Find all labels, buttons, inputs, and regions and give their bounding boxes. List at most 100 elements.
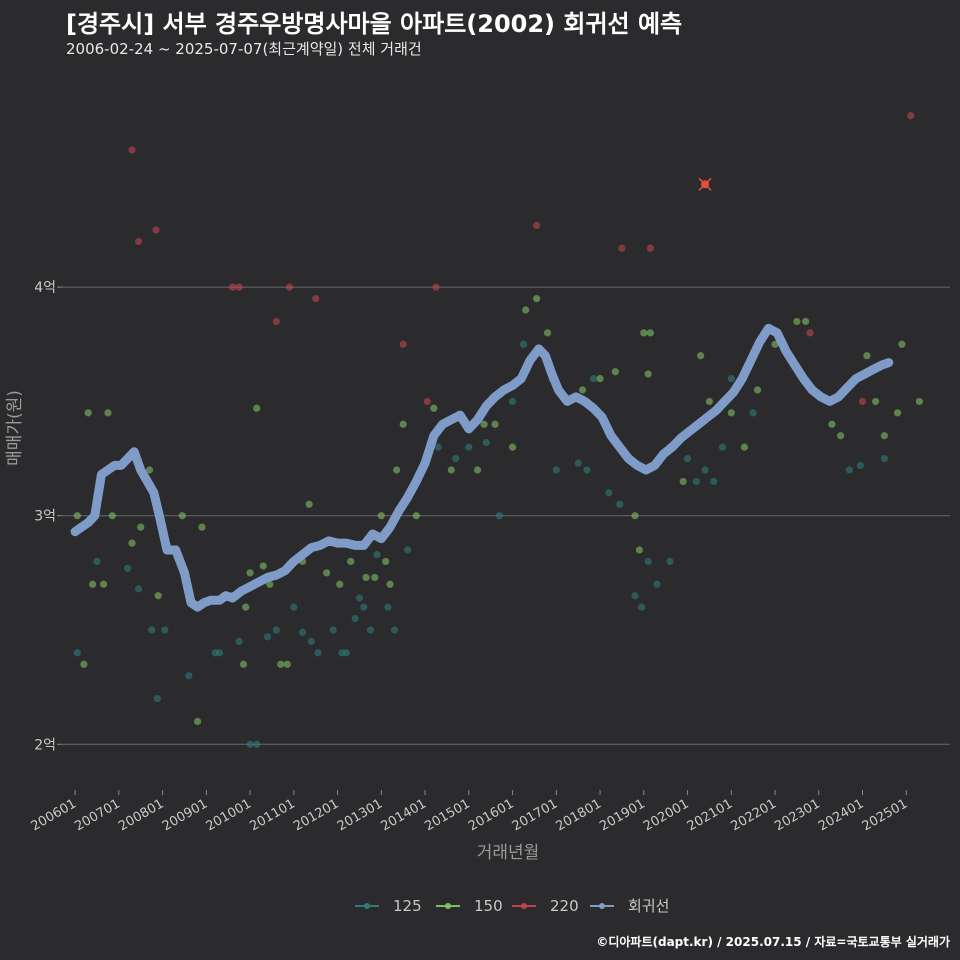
point-125 [465, 443, 473, 451]
point-125 [583, 466, 591, 474]
point-150 [644, 370, 652, 378]
point-220 [907, 112, 915, 120]
point-150 [73, 512, 81, 520]
point-150 [753, 386, 762, 394]
trend-line [70, 323, 894, 612]
point-125 [148, 626, 156, 634]
point-220 [858, 397, 867, 406]
point-150 [740, 443, 749, 451]
point-125 [153, 694, 161, 703]
point-125 [727, 374, 735, 383]
point-150 [382, 557, 390, 566]
point-150 [697, 352, 705, 360]
legend-dot-150 [445, 903, 451, 909]
point-125 [495, 512, 504, 520]
x-tick-label: 201901 [597, 796, 647, 834]
x-axis-ticks: 2006012007012008012009012010012011012012… [29, 790, 910, 834]
x-tick-label: 202401 [816, 796, 866, 834]
point-220 [646, 244, 654, 252]
y-tick-label: 3억 [34, 509, 56, 525]
y-tick-label: 4억 [34, 280, 56, 296]
y-axis-label: 매매가(원) [5, 390, 25, 466]
point-220 [229, 283, 237, 291]
x-tick-label: 201001 [204, 796, 254, 834]
point-125 [185, 672, 193, 680]
point-125 [360, 603, 368, 611]
point-150 [323, 569, 331, 577]
point-125 [718, 443, 727, 451]
x-tick-label: 200801 [116, 796, 166, 834]
point-150 [178, 512, 186, 520]
point-150 [880, 432, 888, 440]
point-150 [491, 420, 499, 428]
point-125 [701, 466, 709, 474]
point-150 [430, 404, 438, 412]
point-220 [618, 244, 626, 252]
point-220 [432, 283, 440, 291]
x-tick-label: 202201 [729, 796, 779, 834]
point-125 [644, 557, 652, 566]
point-150 [277, 660, 285, 668]
legend-label-220: 220 [550, 897, 579, 915]
point-150 [679, 477, 687, 486]
point-150 [802, 317, 810, 326]
point-220 [312, 294, 320, 303]
point-150 [80, 660, 88, 668]
x-tick-label: 202501 [860, 796, 910, 834]
point-150 [793, 317, 801, 326]
legend-label-125: 125 [393, 897, 422, 915]
highlight-cross [698, 177, 712, 191]
point-150 [837, 432, 845, 440]
point-150 [362, 573, 370, 582]
point-125 [73, 649, 81, 657]
point-125 [482, 438, 490, 447]
point-150 [447, 466, 455, 474]
point-150 [705, 397, 714, 406]
point-125 [93, 557, 101, 566]
point-150 [89, 580, 97, 588]
trend-line-group [70, 177, 894, 612]
point-220 [134, 237, 143, 246]
point-125 [329, 626, 337, 634]
point-150 [246, 569, 254, 577]
point-150 [393, 466, 401, 474]
point-150 [646, 329, 654, 337]
point-220 [533, 221, 541, 230]
chart-subtitle: 2006-02-24 ~ 2025-07-07(최근계약일) 전체 거래건 [66, 40, 422, 58]
point-150 [253, 404, 261, 412]
point-125 [314, 649, 322, 657]
point-220 [399, 340, 407, 348]
grid-lines [62, 286, 950, 745]
point-150 [412, 512, 420, 520]
point-150 [84, 409, 92, 417]
legend: 125 150 220 회귀선 [355, 897, 669, 915]
point-125 [653, 580, 661, 588]
point-125 [215, 649, 224, 657]
point-150 [727, 409, 735, 417]
point-125 [342, 649, 350, 657]
point-125 [845, 466, 853, 474]
point-150 [239, 660, 248, 668]
point-150 [283, 660, 291, 668]
point-150 [399, 420, 407, 428]
point-150 [611, 368, 619, 376]
point-125 [856, 461, 864, 470]
point-150 [898, 340, 906, 348]
point-125 [638, 603, 646, 611]
chart-title: [경주시] 서부 경주우방명사마을 아파트(2002) 회귀선 예측 [66, 10, 683, 38]
point-125 [235, 637, 243, 646]
point-150 [508, 443, 517, 451]
point-220 [152, 226, 160, 234]
x-tick-label: 201501 [422, 796, 472, 834]
point-125 [161, 626, 169, 634]
point-150 [386, 580, 394, 588]
point-150 [543, 329, 552, 337]
x-tick-label: 201801 [554, 796, 604, 834]
x-tick-label: 200701 [72, 796, 122, 834]
point-150 [631, 512, 639, 520]
point-150 [893, 409, 902, 417]
point-125 [298, 628, 307, 636]
x-tick-label: 201601 [466, 796, 516, 834]
point-125 [589, 374, 598, 383]
